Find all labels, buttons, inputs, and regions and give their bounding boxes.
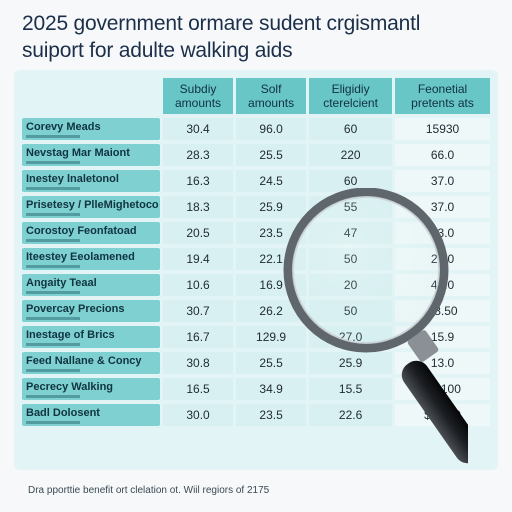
table-cell: 20.5	[160, 222, 234, 244]
table-cell: 24.5	[233, 170, 307, 192]
table-cell: 16.3	[160, 170, 234, 192]
table-cell: 129.9	[233, 326, 307, 348]
row-label: Feed Nallane & Concy	[22, 352, 160, 374]
table-cell: 25.5	[233, 352, 307, 374]
row-label-underline	[26, 264, 80, 268]
row-label: Corevy Meads	[22, 118, 160, 140]
row-label-underline	[26, 134, 80, 138]
table-cell: 30.4	[160, 118, 234, 140]
header-subsidy-amounts: Subdiy amounts	[160, 78, 234, 114]
header-potential: Feonetial pretents ats	[392, 78, 490, 114]
table-cell: 60	[306, 118, 393, 140]
table-cell: 23.5	[233, 404, 307, 426]
table-cell: 15.5	[306, 378, 393, 400]
row-label-text: Inestage of Brics	[26, 328, 115, 341]
footnote: Dra pporttie benefit ort clelation ot. W…	[28, 485, 270, 496]
row-label: Nevstag Mar Maiont	[22, 144, 160, 166]
magnifier-handle	[401, 360, 468, 464]
table-cell: 28.3	[160, 144, 234, 166]
row-label-underline	[26, 186, 80, 190]
header-text: amounts	[175, 96, 222, 110]
row-label: Inestage of Brics	[22, 326, 160, 348]
row-label-text: Badl Dolosent	[26, 406, 100, 419]
header-text: Eligidiy	[331, 82, 370, 96]
row-label-text: Pecrecy Walking	[26, 380, 114, 393]
row-label-text: Prisetesy / PlleMighetoco	[26, 198, 159, 211]
row-label-underline	[26, 290, 80, 294]
table-cell: 66.0	[392, 144, 490, 166]
table-cell: 37.0	[392, 170, 490, 192]
row-label: Iteestey Eeolamened	[22, 248, 160, 270]
lens-rim-highlight	[292, 196, 440, 344]
table-cell: 25.5	[233, 144, 307, 166]
title-line-1: 2025 government ormare sudent crgismantl	[22, 12, 421, 35]
row-label-text: Inestey lnaletonol	[26, 172, 119, 185]
row-label-text: Iteestey Eeolamened	[26, 250, 135, 263]
lens-rim	[283, 188, 449, 353]
table-header-row: Subdiy amounts Solf amounts Eligidiy cte…	[22, 78, 490, 114]
header-text: Solf	[260, 82, 282, 96]
table-cell: 16.5	[160, 378, 234, 400]
row-label-text: Angaity Teaal	[26, 276, 97, 289]
row-label: Badl Dolosent	[22, 404, 160, 426]
header-text: pretents ats	[411, 96, 474, 110]
table-row: Nevstag Mar Maiont 28.3 25.5 220 66.0	[22, 144, 490, 166]
row-label: Pecrecy Walking	[22, 378, 160, 400]
row-label-text: Povercay Precions	[26, 302, 125, 315]
row-label-underline	[26, 420, 80, 424]
row-label-underline	[26, 212, 80, 216]
table-cell: 96.0	[233, 118, 307, 140]
header-blank	[22, 78, 160, 114]
table-cell: 22.6	[306, 404, 393, 426]
table-cell: 16.7	[160, 326, 234, 348]
row-label: Inestey lnaletonol	[22, 170, 160, 192]
table-cell: 60	[306, 170, 393, 192]
table-row: Feed Nallane & Concy 30.8 25.5 25.9 13.0	[22, 352, 490, 374]
table-cell: 19.4	[160, 248, 234, 270]
table-cell: 18.3	[160, 196, 234, 218]
row-label-underline	[26, 316, 80, 320]
table-row: Inestey lnaletonol 16.3 24.5 60 37.0	[22, 170, 490, 192]
row-label-underline	[26, 160, 80, 164]
table-cell: 10.6	[160, 274, 234, 296]
header-text: amounts	[248, 96, 295, 110]
table-row: Corevy Meads 30.4 96.0 60 15930	[22, 118, 490, 140]
row-label-underline	[26, 238, 80, 242]
header-text: Feonetial	[417, 82, 468, 96]
header-text: Subdiy	[179, 82, 217, 96]
table-cell: 30.0	[160, 404, 234, 426]
header-self-amounts: Solf amounts	[233, 78, 307, 114]
row-label-underline	[26, 342, 80, 346]
table-cell: 30.7	[160, 300, 234, 322]
row-label: Prisetesy / PlleMighetoco	[22, 196, 160, 218]
row-label-underline	[26, 394, 80, 398]
row-label-underline	[26, 368, 80, 372]
row-label: Angaity Teaal	[22, 274, 160, 296]
row-label: Povercay Precions	[22, 300, 160, 322]
row-label: Corostoy Feonfatoad	[22, 222, 160, 244]
row-label-text: Nevstag Mar Maiont	[26, 146, 130, 159]
row-label-text: Feed Nallane & Concy	[26, 354, 142, 367]
title-line-2: suiport for adulte walking aids	[22, 39, 293, 62]
table-cell: 26.2	[233, 300, 307, 322]
table-cell: 220	[306, 144, 393, 166]
table-cell: 15930	[392, 118, 490, 140]
header-text: cterelcient	[323, 96, 378, 110]
lens-glass	[288, 192, 444, 348]
table-cell: 30.8	[160, 352, 234, 374]
row-label-text: Corostoy Feonfatoad	[26, 224, 137, 237]
row-label-text: Corevy Meads	[26, 120, 101, 133]
header-eligibility: Eligidiy cterelcient	[306, 78, 393, 114]
magnifying-glass-icon	[283, 188, 468, 464]
page-title: 2025 government ormare sudent crgismantl…	[22, 10, 492, 64]
magnifier-collar	[407, 330, 439, 362]
table-cell: 25.9	[233, 196, 307, 218]
table-cell: 23.5	[233, 222, 307, 244]
table-cell: 25.9	[306, 352, 393, 374]
table-cell: 34.9	[233, 378, 307, 400]
